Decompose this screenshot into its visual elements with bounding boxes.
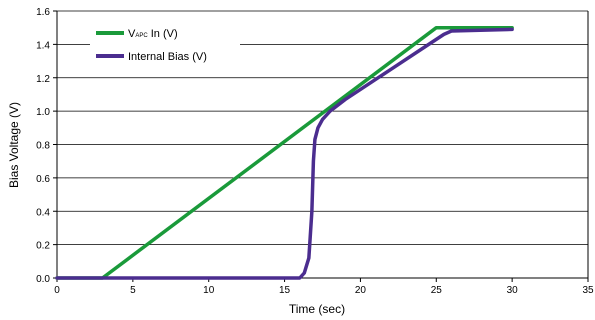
y-tick-labels: 0.0 0.2 0.4 0.6 0.8 1.0 1.2 1.4 1.6 (36, 7, 57, 285)
y-tick-label: 1.2 (36, 74, 50, 85)
series-lines (55, 25, 514, 280)
x-tick-labels: 0 5 10 15 20 25 30 35 (54, 278, 594, 296)
y-tick-label: 0.0 (36, 274, 50, 285)
x-tick-label: 25 (431, 285, 443, 296)
x-tick-label: 35 (582, 285, 594, 296)
legend-label-vapc-main: V (128, 28, 136, 40)
legend-label-vapc-sub: APC (135, 33, 148, 39)
y-axis-label: Bias Voltage (V) (7, 102, 21, 188)
y-tick-label: 0.8 (36, 141, 50, 152)
legend-label-internal-bias: Internal Bias (V) (128, 51, 207, 63)
y-tick-label: 0.2 (36, 241, 50, 252)
y-tick-label: 0.6 (36, 174, 50, 185)
series-line-internal-bias (55, 27, 514, 280)
legend-background (90, 22, 240, 70)
y-tick-label: 1.6 (36, 7, 50, 18)
legend: VAPC In (V) Internal Bias (V) (90, 22, 240, 70)
x-tick-label: 5 (130, 285, 136, 296)
x-tick-label: 0 (54, 285, 60, 296)
y-tick-label: 1.4 (36, 40, 50, 51)
x-tick-label: 30 (507, 285, 519, 296)
y-tick-label: 0.4 (36, 207, 50, 218)
x-tick-label: 10 (203, 285, 215, 296)
legend-label-vapc: VAPC In (V) (128, 28, 178, 40)
x-axis-label: Time (sec) (289, 302, 345, 316)
legend-label-vapc-suffix: In (V) (148, 28, 178, 40)
x-tick-label: 20 (355, 285, 367, 296)
y-tick-label: 1.0 (36, 107, 50, 118)
x-tick-label: 15 (279, 285, 291, 296)
